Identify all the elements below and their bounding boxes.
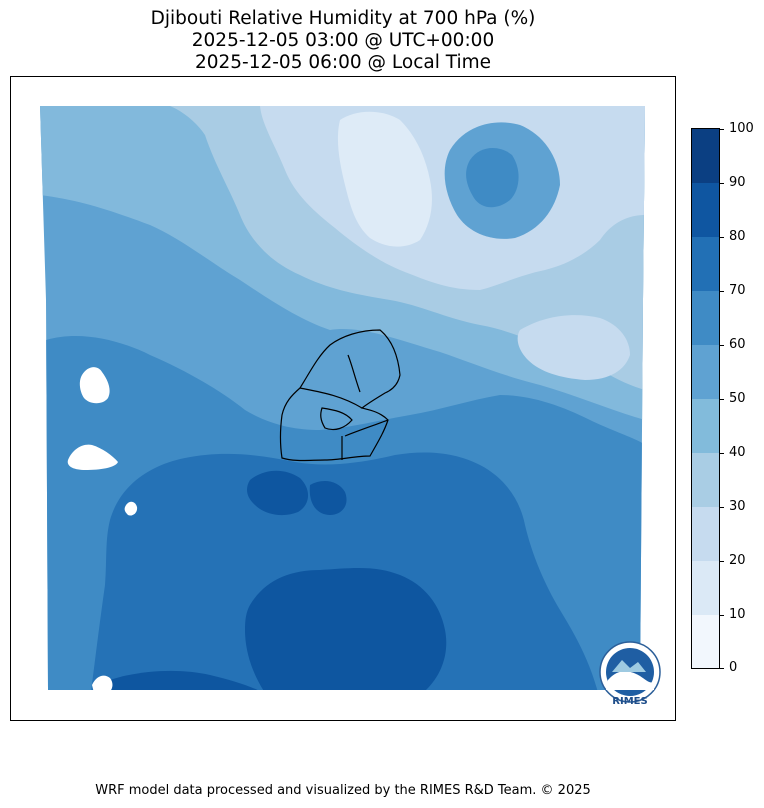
colorbar-segment-60-70: [692, 291, 719, 345]
colorbar-tick: [719, 183, 724, 184]
map-title-line-2: 2025-12-05 03:00 @ UTC+00:00: [191, 30, 495, 51]
colorbar-tick: [719, 561, 724, 562]
colorbar-tick: [719, 129, 724, 130]
djibouti-outline: [279, 329, 401, 462]
colorbar-segment-50-60: [692, 345, 719, 399]
colorbar-label: 30: [729, 499, 746, 514]
masked-area-west-1: [79, 367, 110, 404]
colorbar-segment-70-80: [692, 237, 719, 291]
humidity-zone-20-30-east: [517, 315, 630, 380]
colorbar-segment-90-100: [692, 129, 719, 183]
colorbar-label: 50: [729, 391, 746, 406]
colorbar-tick: [719, 237, 724, 238]
colorbar-segment-10-20: [692, 561, 719, 615]
colorbar-label: 100: [729, 121, 754, 136]
colorbar-segment-20-30: [692, 507, 719, 561]
map-title-line-1: Djibouti Relative Humidity at 700 hPa (%…: [150, 8, 536, 29]
colorbar: [691, 128, 720, 669]
colorbar-tick: [719, 668, 724, 669]
colorbar-label: 80: [729, 229, 746, 244]
region-boundary-1: [347, 354, 361, 393]
region-boundary-3: [320, 407, 353, 431]
humidity-zone-10-20: [337, 111, 432, 247]
colorbar-segment-80-90: [692, 183, 719, 237]
colorbar-label: 0: [729, 660, 738, 675]
colorbar-segment-30-40: [692, 453, 719, 507]
region-boundary-5: [344, 419, 389, 437]
colorbar-label: 90: [729, 175, 746, 190]
colorbar-label: 40: [729, 445, 746, 460]
footer-credit: WRF model data processed and visualized …: [95, 783, 591, 798]
colorbar-label: 10: [729, 607, 746, 622]
colorbar-label: 20: [729, 553, 746, 568]
rimes-logo: RIMES: [599, 641, 661, 707]
colorbar-segment-0-10: [692, 615, 719, 668]
colorbar-label: 70: [729, 283, 746, 298]
humidity-zone-80-90-south: [245, 568, 447, 690]
country-borders: [279, 329, 401, 462]
rimes-logo-text: RIMES: [612, 696, 647, 707]
colorbar-label: 60: [729, 337, 746, 352]
colorbar-tick: [719, 507, 724, 508]
colorbar-tick: [719, 453, 724, 454]
colorbar-tick: [719, 291, 724, 292]
colorbar-tick: [719, 345, 724, 346]
masked-area-west-3: [124, 501, 138, 516]
colorbar-tick: [719, 399, 724, 400]
region-boundary-2: [299, 387, 363, 409]
humidity-zone-80-90-east: [309, 480, 347, 515]
humidity-zone-80-90-central: [247, 470, 309, 516]
map-title-line-3: 2025-12-05 06:00 @ Local Time: [194, 52, 492, 73]
humidity-zone-80-90-southwest: [110, 670, 275, 690]
colorbar-segment-40-50: [692, 399, 719, 453]
masked-area-west-2: [67, 444, 118, 470]
humidity-zone-60-70-northeast: [466, 148, 519, 208]
masked-area-south: [92, 675, 113, 690]
colorbar-tick: [719, 615, 724, 616]
